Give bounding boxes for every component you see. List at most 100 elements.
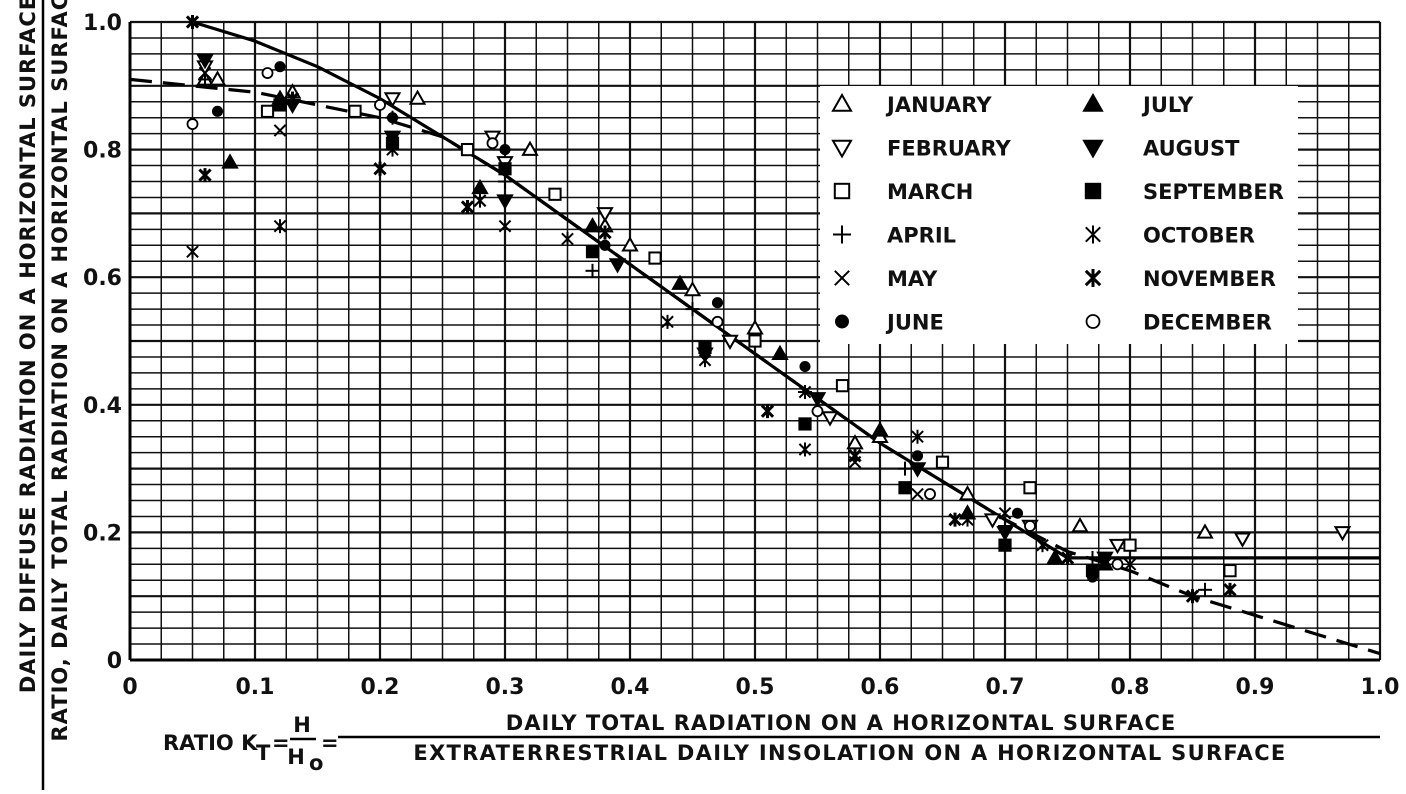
marker-shape bbox=[911, 487, 924, 501]
data-point bbox=[608, 258, 627, 274]
marker-shape bbox=[799, 360, 811, 373]
legend-label: NOVEMBER bbox=[1143, 267, 1276, 291]
data-point bbox=[1198, 582, 1212, 597]
data-point bbox=[274, 61, 286, 73]
marker-shape bbox=[348, 104, 362, 118]
data-point bbox=[898, 481, 912, 495]
marker-shape bbox=[1085, 314, 1101, 329]
legend-item: JANUARY bbox=[831, 92, 992, 117]
marker-shape bbox=[831, 92, 853, 112]
data-point bbox=[831, 92, 853, 112]
data-point bbox=[196, 54, 214, 70]
data-point bbox=[460, 143, 475, 157]
data-point bbox=[821, 411, 839, 427]
marker-shape bbox=[998, 538, 1012, 552]
marker-shape bbox=[835, 379, 850, 393]
data-point bbox=[374, 99, 386, 111]
data-point bbox=[848, 448, 862, 463]
legend: JANUARY FEBRUARY MARCH APRIL MAY JUNE JULY AUGU… bbox=[820, 86, 1298, 344]
marker-shape bbox=[711, 315, 724, 328]
data-point bbox=[958, 485, 977, 501]
data-point bbox=[583, 217, 602, 233]
marker-shape bbox=[198, 66, 212, 80]
marker-shape bbox=[1111, 558, 1124, 571]
marker-shape bbox=[273, 124, 287, 137]
data-point bbox=[1084, 269, 1102, 287]
data-point bbox=[835, 314, 849, 329]
data-point bbox=[260, 104, 275, 118]
marker-shape bbox=[498, 219, 512, 233]
data-point bbox=[961, 512, 974, 527]
marker-shape bbox=[1024, 520, 1036, 532]
marker-shape bbox=[496, 194, 514, 210]
legend-label: OCTOBER bbox=[1143, 224, 1255, 248]
marker-shape bbox=[648, 251, 662, 265]
data-point bbox=[846, 434, 864, 450]
data-point bbox=[198, 66, 212, 80]
marker-shape bbox=[1071, 517, 1089, 533]
marker-shape bbox=[596, 207, 614, 223]
y-tick-label: 0.2 bbox=[83, 521, 122, 546]
data-point bbox=[585, 245, 600, 259]
x-axis-label-equals: = bbox=[321, 731, 339, 755]
x-tick-label: 0.2 bbox=[361, 675, 400, 700]
marker-shape bbox=[835, 314, 849, 329]
marker-shape bbox=[1123, 538, 1137, 552]
x-axis-label-fraction-denominator-subscript: o bbox=[309, 751, 323, 775]
marker-shape bbox=[911, 450, 924, 462]
marker-shape bbox=[811, 405, 824, 418]
data-point bbox=[1196, 523, 1214, 539]
marker-shape bbox=[608, 258, 627, 274]
data-point bbox=[698, 353, 712, 368]
marker-shape bbox=[983, 513, 1002, 529]
data-point bbox=[711, 315, 724, 328]
data-point bbox=[486, 137, 499, 150]
data-point bbox=[1085, 225, 1101, 244]
data-point bbox=[1082, 139, 1104, 159]
data-point bbox=[811, 405, 824, 418]
data-point bbox=[1071, 517, 1089, 533]
data-point bbox=[498, 162, 512, 176]
marker-shape bbox=[1046, 548, 1064, 565]
legend-label: SEPTEMBER bbox=[1143, 180, 1284, 204]
marker-shape bbox=[274, 61, 286, 73]
x-tick-label: 1.0 bbox=[1361, 675, 1400, 700]
legend-label: DECEMBER bbox=[1143, 311, 1272, 335]
marker-shape bbox=[621, 236, 639, 252]
data-point bbox=[835, 379, 850, 393]
data-point bbox=[948, 512, 962, 527]
data-point bbox=[683, 280, 702, 297]
marker-shape bbox=[583, 217, 602, 233]
data-point bbox=[460, 200, 475, 215]
data-point bbox=[1046, 548, 1064, 565]
marker-shape bbox=[834, 270, 850, 286]
data-point bbox=[386, 142, 399, 157]
legend-item: OCTOBER bbox=[1085, 224, 1255, 248]
data-point bbox=[798, 385, 812, 399]
data-point bbox=[798, 442, 812, 457]
data-point bbox=[996, 526, 1014, 542]
data-point bbox=[711, 297, 724, 309]
y-tick-label: 0.8 bbox=[83, 139, 122, 164]
data-point bbox=[1011, 507, 1024, 519]
data-point bbox=[261, 67, 274, 79]
legend-label: JUNE bbox=[885, 311, 944, 335]
data-point bbox=[1060, 550, 1075, 565]
legend-item: FEBRUARY bbox=[831, 137, 1012, 161]
data-point bbox=[373, 161, 387, 176]
data-point bbox=[185, 15, 200, 29]
data-point bbox=[760, 404, 775, 419]
data-point bbox=[1123, 538, 1137, 552]
x-tick-label: 0.1 bbox=[236, 675, 275, 700]
data-point bbox=[746, 319, 764, 335]
marker-shape bbox=[924, 488, 936, 501]
legend-label: JULY bbox=[1141, 93, 1194, 117]
legend-item: MAY bbox=[834, 267, 938, 291]
data-point bbox=[671, 274, 689, 290]
data-point bbox=[496, 194, 514, 210]
marker-shape bbox=[935, 455, 950, 469]
data-point bbox=[685, 302, 700, 317]
data-point bbox=[273, 219, 287, 234]
axis-labels: RATIO KT =HH o=DAILY TOTAL RADIATION ON A … bbox=[16, 0, 1380, 790]
